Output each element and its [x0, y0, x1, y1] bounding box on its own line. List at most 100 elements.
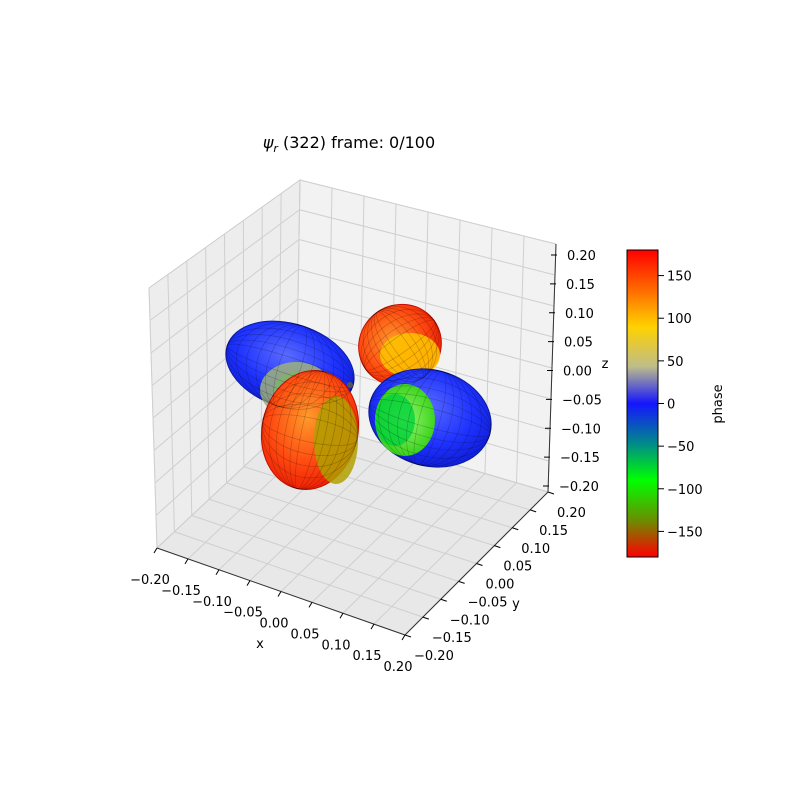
- z-tick-label: 0.00: [563, 365, 592, 380]
- z-tick-label: −0.10: [561, 422, 601, 437]
- x-tick-mark: [401, 634, 406, 641]
- x-tick-mark: [246, 580, 251, 586]
- wire-meridian: [289, 370, 331, 490]
- x-tick-label: 0.15: [353, 649, 382, 664]
- colorbar-gradient: [626, 249, 659, 558]
- x-tick-mark: [370, 623, 375, 630]
- colorbar-tick-label: 150: [667, 270, 692, 285]
- wire-meridian: [397, 370, 463, 466]
- y-ticks: −0.20 −0.15 −0.10 −0.05 0.00 0.05 0.10 0.15 0.20: [404, 491, 586, 664]
- x-tick-mark: [215, 569, 220, 576]
- orbital-surface: [225, 303, 492, 491]
- wire-meridian: [272, 325, 308, 407]
- wire-parallel: [262, 393, 358, 467]
- x-ticks: −0.20−0.15−0.10−0.050.000.050.100.150.20: [130, 547, 413, 675]
- wire-parallel: [262, 414, 358, 446]
- y-tick-label: 0.15: [539, 524, 568, 539]
- grid-line: [151, 268, 299, 386]
- grid-line: [298, 239, 555, 307]
- grid-line: [299, 179, 557, 245]
- z-ticks: 0.20 0.15 0.10 0.05 0.00 −0.05 −0.10 −0.15 −0.20: [543, 249, 602, 495]
- wire-meridian: [367, 308, 433, 382]
- z-tick-label: −0.15: [560, 451, 600, 466]
- x-tick-label: 0.20: [384, 660, 413, 675]
- wire-meridian: [376, 311, 424, 379]
- wire-meridian: [378, 369, 482, 467]
- y-tick-mark: [458, 580, 465, 584]
- wire-parallel: [226, 334, 354, 398]
- x-tick-mark: [277, 591, 282, 597]
- wire-parallel: [226, 343, 354, 389]
- colorbar-tick-label: 0: [667, 398, 675, 413]
- y-tick-label: −0.20: [414, 649, 454, 664]
- z-tick-label: 0.20: [567, 249, 596, 264]
- wire-meridian: [235, 322, 345, 410]
- wire-parallel: [226, 327, 354, 405]
- grid-line: [148, 179, 301, 289]
- wire-parallel: [364, 319, 436, 371]
- z-tick-label: 0.10: [565, 307, 594, 322]
- wire-parallel: [364, 317, 436, 373]
- y-tick-mark: [404, 634, 412, 638]
- chart-title: ψr (322) frame: 0/100: [263, 133, 435, 155]
- grid-line: [152, 298, 299, 419]
- wireframe: [226, 306, 492, 490]
- lobe-upper-right: [358, 303, 442, 387]
- y-tick-label: 0.10: [521, 542, 550, 557]
- lobe-lower-left: [260, 369, 360, 491]
- z-axis-line: [547, 243, 557, 493]
- grid-line: [516, 235, 525, 483]
- y-tick-mark: [440, 598, 447, 602]
- colorbar-tick-label: −100: [667, 483, 703, 498]
- colorbar-tick-label: 50: [667, 355, 684, 370]
- wire-meridian: [268, 370, 352, 490]
- nucleus-point: [347, 382, 353, 388]
- wire-meridian: [406, 370, 454, 466]
- title-text: (322) frame: 0/100: [278, 133, 435, 152]
- x-tick-mark: [153, 547, 158, 554]
- z-tick-label: 0.05: [564, 336, 593, 351]
- y-tick-mark: [476, 563, 483, 566]
- wire-meridian: [245, 323, 335, 409]
- z-tick-label: −0.05: [562, 393, 602, 408]
- x-tick-mark: [184, 558, 189, 565]
- title-symbol: ψ: [263, 133, 274, 152]
- wire-parallel: [226, 339, 354, 393]
- wire-meridian: [387, 370, 473, 466]
- wire-parallel: [369, 399, 491, 437]
- colorbar-tick-label: −150: [667, 525, 703, 540]
- y-tick-mark: [494, 545, 501, 549]
- wire-meridian: [370, 309, 430, 381]
- y-tick-label: −0.15: [432, 631, 472, 646]
- wire-meridian: [255, 324, 325, 408]
- wire-parallel: [360, 309, 440, 381]
- x-tick-label: −0.05: [223, 606, 263, 621]
- colorbar-ticks: 150 100 50 0 −50 −100 −150: [658, 270, 703, 540]
- y-tick-mark: [529, 509, 537, 513]
- wire-parallel: [369, 385, 491, 451]
- y-tick-label: −0.05: [468, 595, 508, 610]
- wire-meridian: [294, 370, 326, 490]
- z-tick-label: −0.20: [559, 480, 599, 495]
- grid-line: [342, 473, 486, 614]
- x-tick-label: 0.05: [291, 627, 320, 642]
- colorbar-label: phase: [711, 384, 726, 423]
- wire-parallel: [261, 381, 359, 479]
- x-axis-label: x: [256, 637, 264, 652]
- x-tick-mark: [308, 602, 313, 608]
- x-tick-label: −0.20: [130, 573, 170, 588]
- wire-meridian: [283, 370, 337, 490]
- wire-parallel: [262, 404, 358, 456]
- y-tick-mark: [547, 491, 555, 495]
- grid-line: [280, 454, 423, 592]
- wire-parallel: [362, 313, 438, 377]
- x-tick-label: 0.00: [260, 617, 289, 632]
- wire-meridian: [374, 310, 426, 380]
- colorbar: 150 100 50 0 −50 −100 −150 phase: [626, 249, 726, 558]
- wire-meridian: [275, 370, 345, 490]
- x-tick-mark: [339, 612, 344, 619]
- grid-line: [149, 209, 300, 321]
- y-tick-label: 0.20: [557, 506, 586, 521]
- grid-line: [299, 209, 556, 276]
